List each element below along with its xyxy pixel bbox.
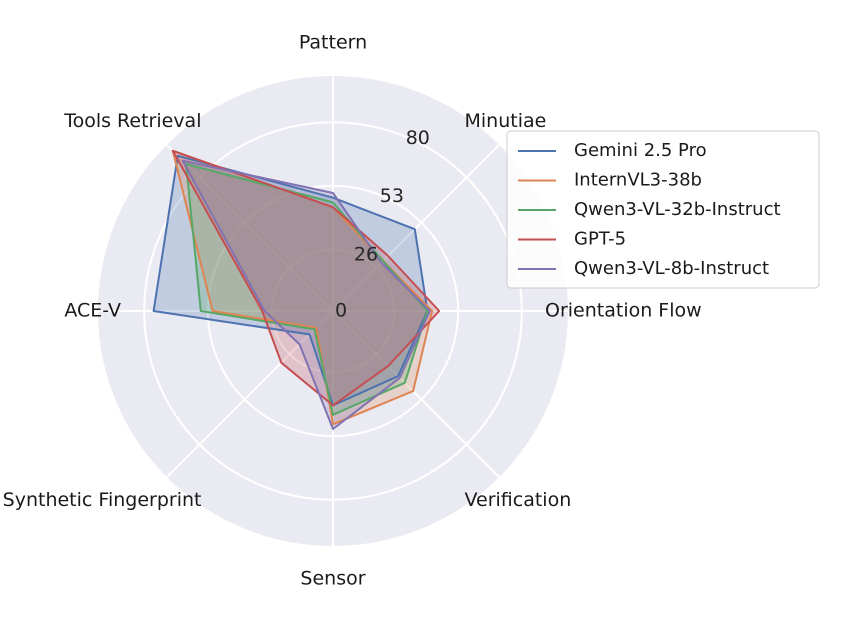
- series-line-3: [171, 149, 441, 407]
- legend-label: Qwen3-VL-8b-Instruct: [574, 258, 769, 279]
- axis-label: Verification: [465, 489, 572, 511]
- series-layer: [152, 149, 441, 430]
- axis-label: ACE-V: [64, 300, 121, 322]
- series-fill-2: [186, 164, 428, 415]
- axis-label: Pattern: [299, 32, 367, 54]
- series-fill-0: [153, 155, 428, 406]
- legend-label: InternVL3-38b: [574, 170, 702, 191]
- axis-label: Tools Retrieval: [63, 110, 201, 132]
- axis-label: Synthetic Fingerprint: [3, 489, 202, 511]
- legend-box: [506, 130, 820, 289]
- radial-tick-labels: 0 26 53 80: [335, 127, 430, 321]
- legend-label: Qwen3-VL-32b-Instruct: [574, 199, 781, 220]
- grid-spoke: [165, 310, 334, 479]
- radial-tick-label: 26: [354, 243, 378, 265]
- axis-label: Minutiae: [465, 110, 547, 132]
- series-line-2: [185, 163, 429, 416]
- series-fill-4: [182, 160, 430, 430]
- radial-tick-label: 53: [380, 185, 404, 207]
- series-line-4: [181, 159, 431, 430]
- series-fill-1: [172, 150, 433, 425]
- grid-spoke: [332, 310, 501, 479]
- grid-spoke: [332, 143, 501, 312]
- axis-labels: Pattern Minutiae Orientation Flow Verificat…: [3, 32, 702, 590]
- legend-label: Gemini 2.5 Pro: [574, 140, 707, 161]
- series-fill-3: [172, 150, 440, 406]
- radial-tick-label: 0: [335, 300, 347, 322]
- legend-label: GPT-5: [574, 229, 626, 250]
- legend: Gemini 2.5 Pro InternVL3-38b Qwen3-VL-32b-…: [506, 130, 820, 289]
- grid-spoke: [165, 143, 334, 312]
- series-line-1: [171, 149, 434, 426]
- axis-label: Sensor: [300, 568, 365, 590]
- radial-tick-label: 80: [406, 127, 430, 149]
- axis-label: Orientation Flow: [545, 300, 702, 322]
